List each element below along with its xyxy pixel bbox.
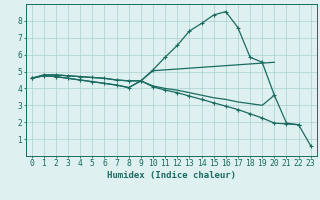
- X-axis label: Humidex (Indice chaleur): Humidex (Indice chaleur): [107, 171, 236, 180]
